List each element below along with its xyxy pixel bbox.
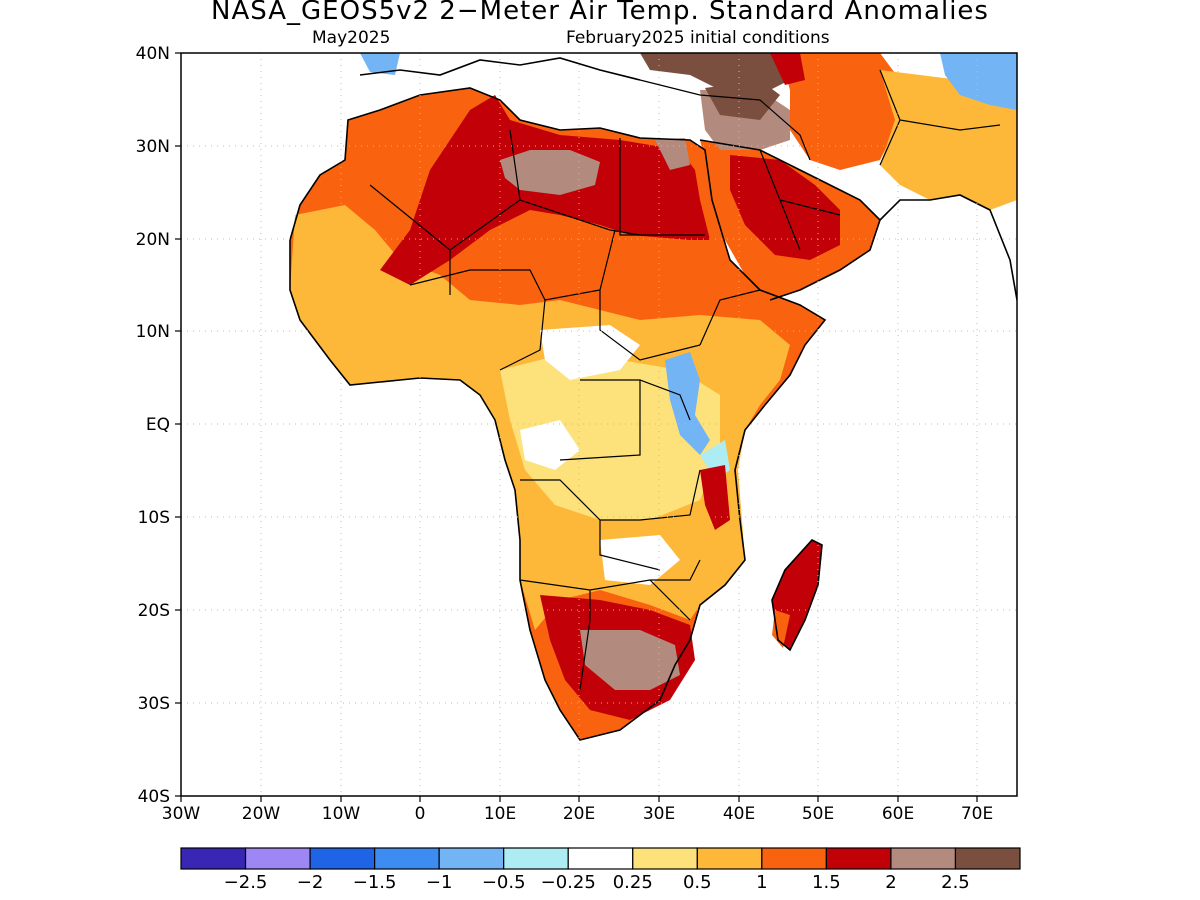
egypt-brown-fill (655, 138, 690, 170)
neutral-zone-3 (520, 420, 580, 470)
colorbar-label: 2.5 (941, 872, 970, 893)
lat-tick-label: 20N (136, 230, 170, 250)
neutral-zone-1 (540, 325, 640, 380)
lon-tick-label: 50E (802, 804, 834, 824)
lon-tick-label: 10W (322, 804, 361, 824)
coastlines (289, 57, 1017, 741)
colorbar-label: 0.25 (613, 872, 653, 893)
gridlines (181, 53, 1017, 796)
colorbar-swatch (438, 847, 505, 870)
lat-tick-label: EQ (146, 415, 170, 435)
iran-hot-fill (770, 53, 805, 85)
lat-tick-label: 40N (136, 44, 170, 64)
country-borders (369, 69, 1001, 691)
lon-tick-label: 30W (162, 804, 201, 824)
colorbar-label: 2 (885, 872, 896, 893)
map-content (289, 53, 1017, 741)
lon-tick-label: 10E (484, 804, 516, 824)
arabia-hot-fill (730, 155, 840, 260)
colorbar-swatch (761, 847, 827, 870)
lon-tick-label: 70E (961, 804, 993, 824)
libya-brown-fill (500, 150, 600, 195)
colorbar-label: −2 (297, 872, 324, 893)
colorbar-label: 0.5 (683, 872, 712, 893)
lat-tick-label: 10N (136, 322, 170, 342)
colorbar-swatch (503, 847, 569, 870)
colorbar-swatch (244, 847, 311, 870)
lon-tick-label: 30E (643, 804, 675, 824)
initial-conditions: February2025 initial conditions (566, 28, 830, 48)
lat-tick-label: 20S (138, 601, 170, 621)
pakistan-fill (880, 70, 1017, 210)
lat-tick-label: 40S (138, 787, 170, 807)
colorbar-swatch (374, 847, 440, 870)
colorbar-swatch (696, 847, 763, 870)
lat-tick-label: 30N (136, 137, 170, 157)
colorbar-label: −0.5 (482, 872, 526, 893)
colorbar-swatch (180, 847, 247, 870)
colorbar-swatch (890, 847, 957, 870)
iran-fill (780, 53, 900, 170)
lon-tick-label: 0 (415, 804, 426, 824)
colorbar-swatch (632, 847, 698, 870)
forecast-month: May2025 (312, 28, 391, 48)
lon-tick-labels: 30W 20W 10W 0 10E 20E 30E 40E 50E 60E 70… (162, 804, 993, 824)
east-africa-cool-fill (665, 352, 710, 455)
south-africa-brown-fill (580, 630, 680, 690)
colorbar-label: 1 (756, 872, 767, 893)
colorbar-label: 1.5 (812, 872, 841, 893)
colorbar-swatch (567, 847, 634, 870)
iraq-dark-fill (705, 80, 780, 120)
tick-marks (175, 52, 978, 802)
lon-tick-label: 40E (723, 804, 755, 824)
central-asia-cool-fill (940, 53, 1017, 110)
chart-title: NASA_GEOS5v2 2−Meter Air Temp. Standard … (211, 0, 989, 26)
colorbar-swatch (954, 847, 1021, 870)
lon-tick-label: 60E (882, 804, 914, 824)
lat-tick-label: 30S (138, 694, 170, 714)
colorbar-label: −2.5 (224, 872, 268, 893)
colorbar-swatch (309, 847, 376, 870)
colorbar-label: −1 (426, 872, 453, 893)
colorbar: −2.5 −2 −1.5 −1 −0.5 −0.25 0.25 0.5 1 1.5 2 2.5 (180, 847, 1021, 893)
neutral-zone-2 (600, 535, 680, 585)
central-africa-fill (500, 355, 720, 520)
mediterranean-cool-fill (360, 53, 400, 75)
lat-tick-labels: 40N 30N 20N 10N EQ 10S 20S 30S 40S (136, 44, 170, 807)
madagascar-edge-fill (772, 610, 790, 648)
colorbar-label: −0.25 (541, 872, 596, 893)
lon-tick-label: 20E (563, 804, 595, 824)
lat-tick-label: 10S (138, 508, 170, 528)
mozambique-hot-fill (700, 465, 730, 530)
lon-tick-label: 20W (242, 804, 281, 824)
colorbar-swatch (825, 847, 892, 870)
colorbar-label: −1.5 (353, 872, 397, 893)
